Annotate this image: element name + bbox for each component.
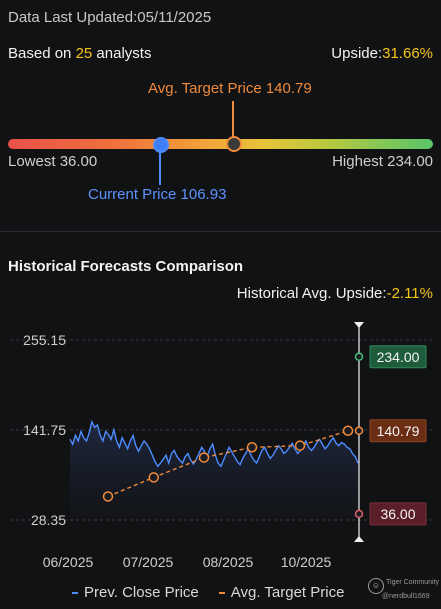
watermark-user: @nerdbull1669: [382, 593, 430, 600]
x-tick-label: 06/2025: [43, 554, 94, 570]
x-tick-label: 08/2025: [203, 554, 254, 570]
legend-avg-target-label: Avg. Target Price: [230, 584, 345, 601]
y-tick-label: 141.75: [23, 422, 66, 438]
current-price-stem: [159, 150, 162, 185]
y-tick-label: 28.35: [31, 512, 66, 528]
current-price-marker[interactable]: [153, 137, 170, 153]
avg-target-badge-dot: [354, 426, 364, 436]
historical-forecast-chart[interactable]: 255.15 141.75 28.35 06/2025 07/2025 08/2025 1…: [0, 310, 441, 575]
lowest-target-badge-text: 36.00: [380, 506, 415, 522]
avg-target-point: [198, 452, 210, 463]
x-axis: 06/2025 07/2025 08/2025 10/2025: [43, 554, 332, 570]
based-prefix: Based on: [8, 45, 76, 62]
avg-target-point: [294, 440, 306, 451]
watermark: ☺ Tiger Community @nerdbull1669: [368, 578, 440, 604]
legend-prev-close[interactable]: Prev. Close Price: [72, 584, 199, 601]
lowest-target-badge-bg: [369, 502, 427, 526]
prev-close-area: [70, 421, 358, 520]
section-title: Historical Forecasts Comparison: [8, 258, 244, 275]
analyst-count-text: Based on 25 analysts: [8, 45, 151, 62]
avg-target-point: [342, 425, 354, 437]
y-axis: 255.15 141.75 28.35: [23, 332, 66, 528]
legend-avg-target[interactable]: Avg. Target Price: [218, 584, 345, 601]
legend-prev-close-label: Prev. Close Price: [84, 584, 199, 601]
end-labels: 234.00 140.79 36.00: [354, 345, 427, 526]
highest-target-badge-text: 234.00: [377, 349, 420, 365]
highest-target-badge-bg: [369, 345, 427, 369]
avg-target-marker[interactable]: [225, 136, 242, 152]
historical-upside-text: Historical Avg. Upside:-2.11%: [237, 285, 433, 302]
lowest-target-badge-dot: [354, 509, 364, 519]
analyst-count: 25: [75, 45, 93, 62]
avg-target-points: [102, 425, 354, 502]
historical-upside-label: Historical Avg. Upside:: [236, 285, 387, 302]
current-price-label: Current Price 106.93: [88, 186, 227, 203]
avg-target-line: [107, 430, 349, 498]
x-tick-label: 07/2025: [123, 554, 174, 570]
avg-target-badge-text: 140.79: [377, 423, 420, 439]
prev-close-line: [69, 419, 359, 468]
section-divider: [0, 231, 441, 232]
upside-text: Upside:31.66%: [331, 45, 433, 62]
chart-legend: Prev. Close Price Avg. Target Price: [72, 584, 344, 601]
avg-target-stem: [231, 101, 234, 143]
x-tick-label: 10/2025: [281, 554, 332, 570]
avg-target-swatch: [218, 591, 225, 594]
cursor-top-arrow: [354, 322, 364, 328]
price-range-bar: [8, 139, 433, 149]
avg-target-point: [102, 491, 114, 502]
historical-upside-value: -2.11%: [386, 285, 433, 302]
y-tick-label: 255.15: [23, 332, 66, 348]
prev-close-swatch: [72, 591, 78, 594]
upside-label: Upside:: [331, 45, 383, 62]
highest-target-badge-dot: [354, 352, 364, 362]
data-updated-text: Data Last Updated:05/11/2025: [8, 9, 212, 26]
avg-target-badge-bg: [369, 419, 427, 443]
avg-target-point: [148, 472, 159, 483]
based-suffix: analysts: [92, 45, 152, 62]
upside-value: 31.66%: [382, 45, 433, 62]
highest-price-label: Highest 234.00: [332, 153, 433, 170]
lowest-price-label: Lowest 36.00: [8, 153, 98, 170]
tiger-logo-icon: ☺: [368, 578, 384, 594]
cursor-bottom-arrow: [354, 536, 364, 542]
watermark-brand: Tiger Community: [386, 579, 440, 586]
avg-target-point: [246, 442, 258, 453]
avg-target-label: Avg. Target Price 140.79: [148, 80, 312, 97]
